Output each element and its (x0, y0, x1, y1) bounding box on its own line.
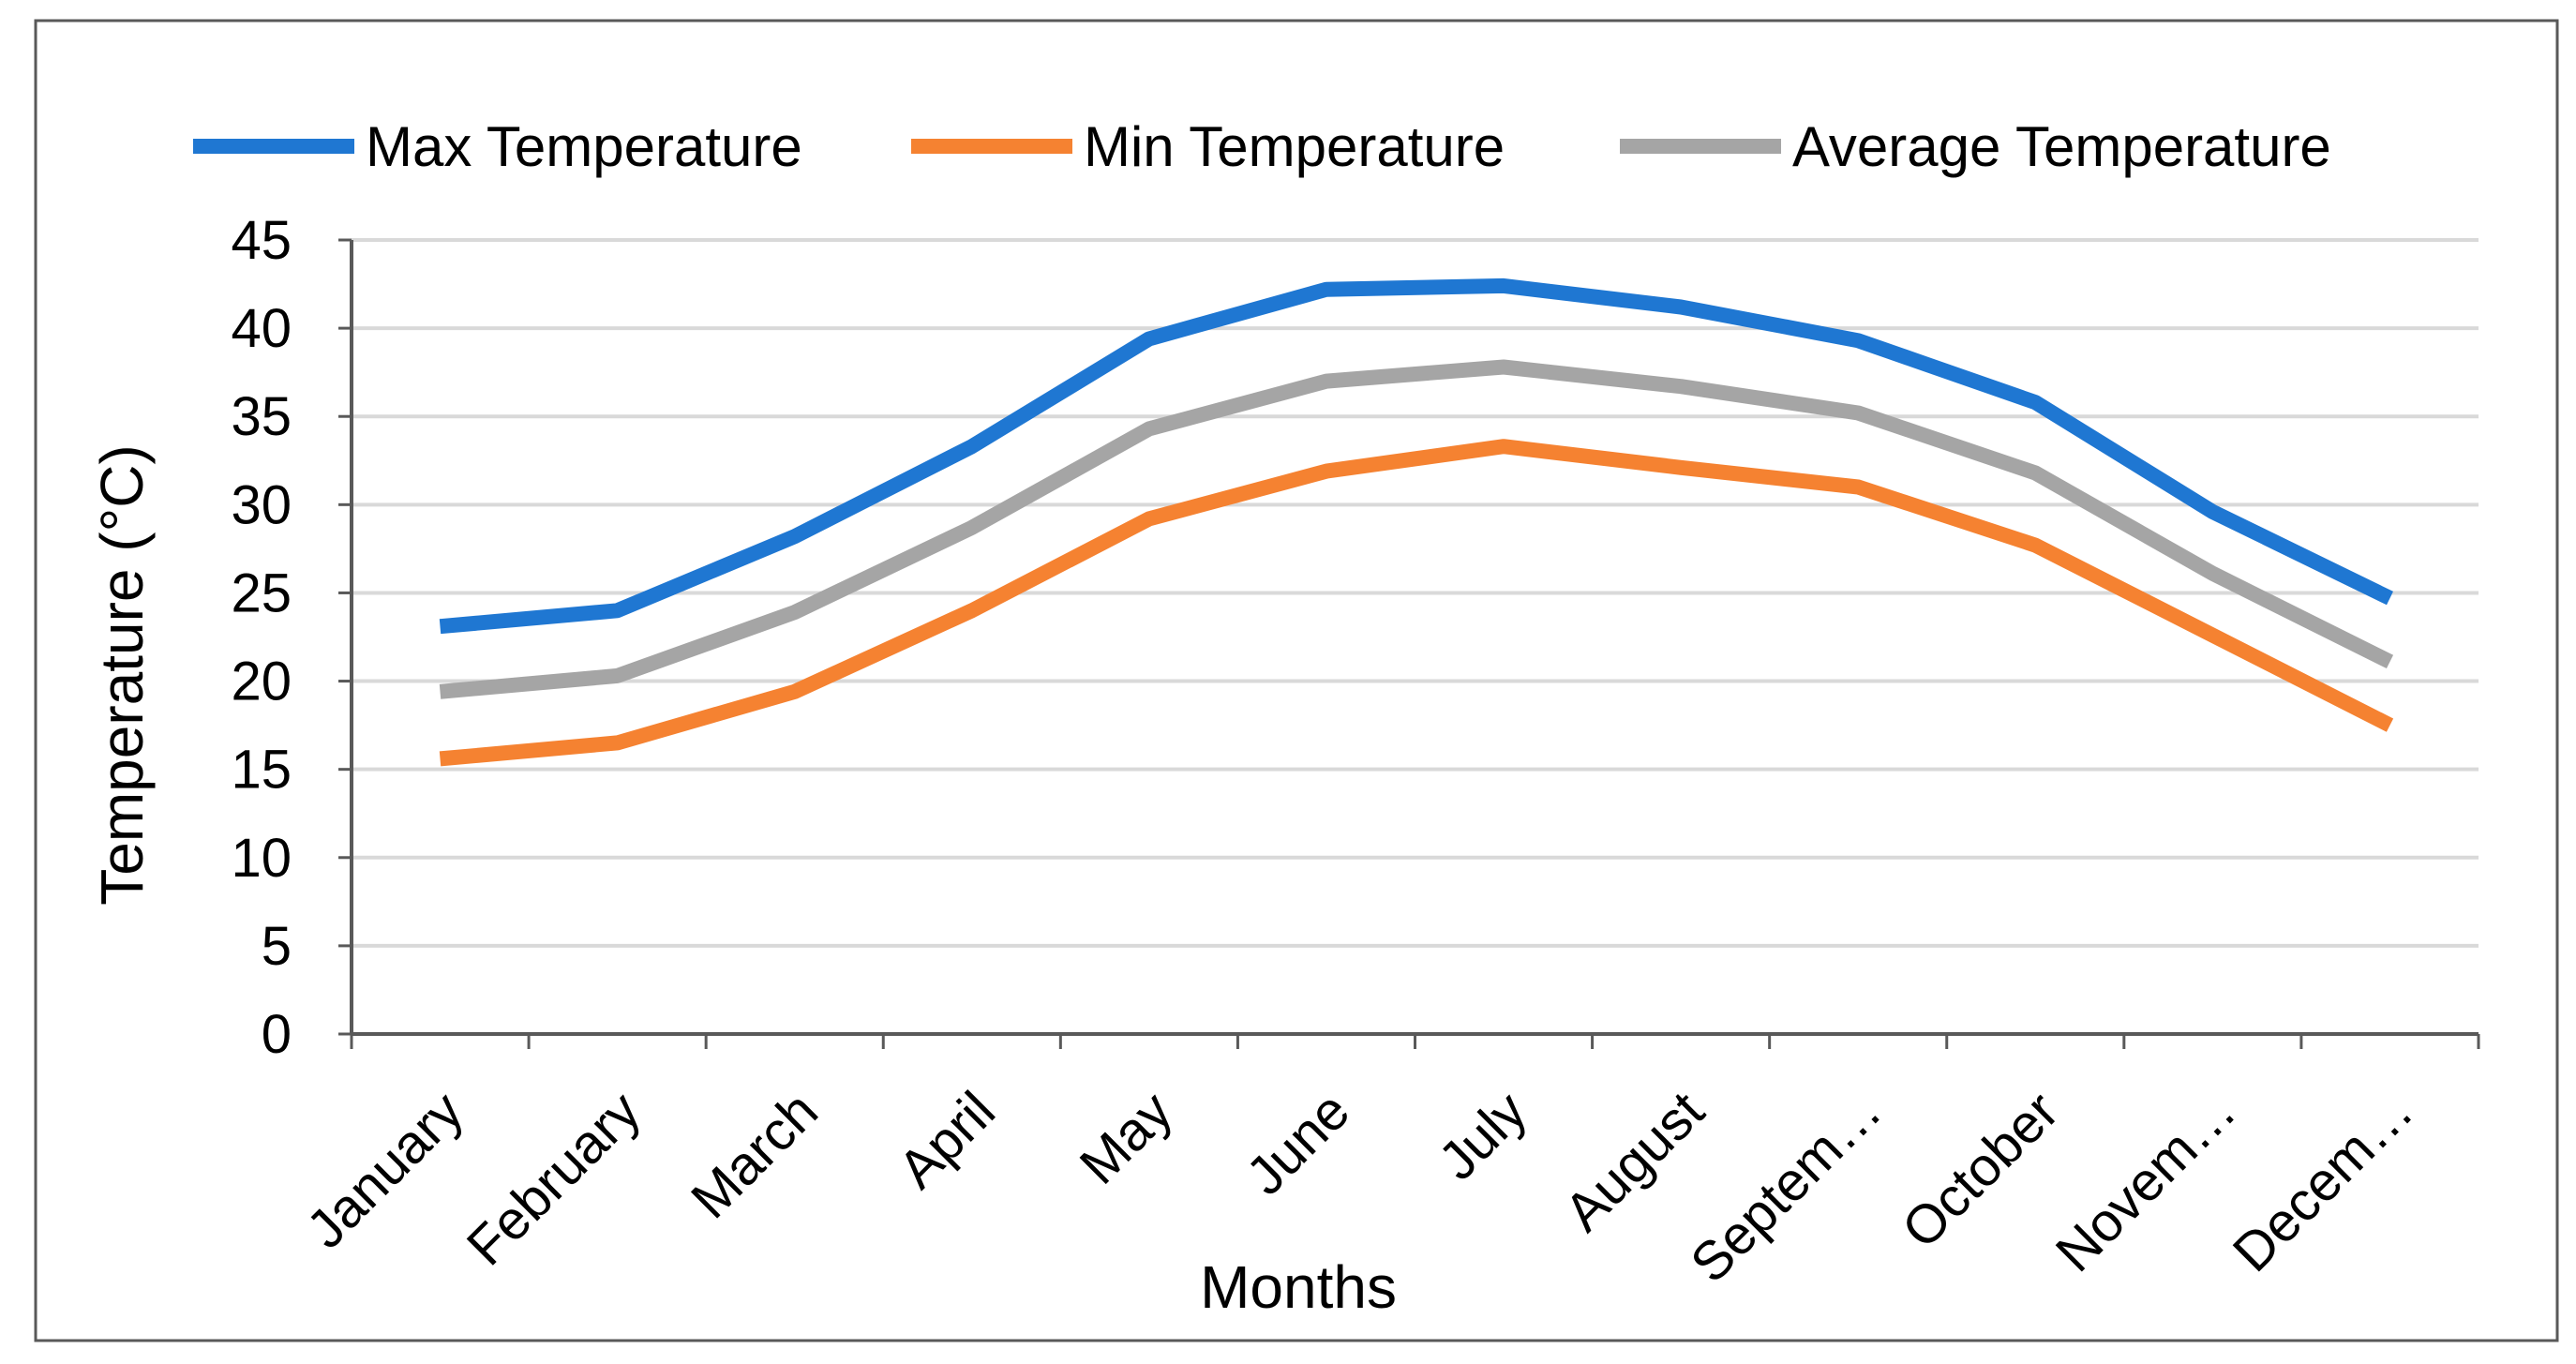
y-tick-label: 5 (262, 916, 292, 977)
y-tick-label: 30 (231, 474, 292, 535)
series-line-average-temperature (439, 359, 2394, 699)
series-line-min-temperature (439, 439, 2394, 767)
y-tick-label: 10 (231, 828, 292, 889)
legend-label: Min Temperature (1084, 115, 1505, 178)
y-tick-label: 25 (231, 562, 292, 623)
y-tick-label: 35 (231, 386, 292, 447)
gridlines (352, 238, 2479, 948)
x-axis-title: Months (1200, 1253, 1397, 1321)
y-tick-label: 40 (231, 298, 292, 359)
legend-label: Average Temperature (1792, 115, 2331, 178)
y-tick-labels: 0 5 10 15 20 25 30 35 40 45 (231, 210, 292, 1065)
legend: Max Temperature Min Temperature Average Te… (193, 115, 2331, 178)
series-lines (439, 277, 2394, 767)
y-tick-label: 15 (231, 740, 292, 801)
y-tick-label: 20 (231, 652, 292, 712)
y-tick-label: 45 (231, 210, 292, 271)
y-tick-label: 0 (262, 1004, 292, 1065)
legend-label: Max Temperature (366, 115, 802, 178)
y-axis-title: Temperature (°C) (88, 444, 156, 906)
series-line-max-temperature (439, 277, 2394, 635)
axes (338, 238, 2480, 1049)
